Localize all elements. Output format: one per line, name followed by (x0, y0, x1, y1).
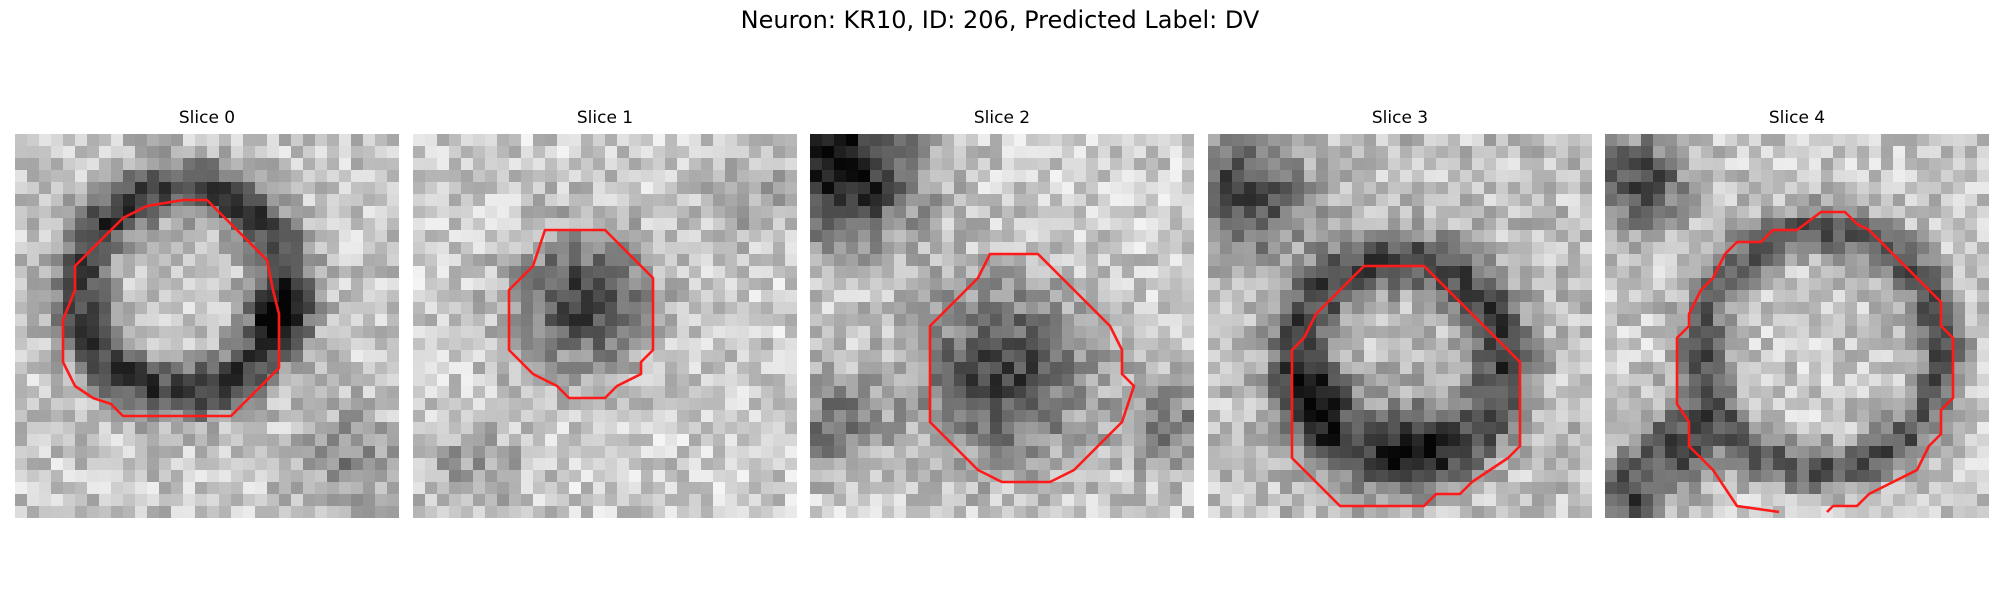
slice-image (413, 134, 797, 518)
slice-image (1605, 134, 1989, 518)
slice-image (15, 134, 399, 518)
slice-image (1208, 134, 1592, 518)
contour-outline (928, 252, 1136, 484)
pixel-grid (1605, 134, 1989, 518)
slice-title: Slice 2 (973, 108, 1031, 128)
pixel-grid (15, 134, 399, 518)
slice-title: Slice 4 (1768, 108, 1826, 128)
contour-outline (61, 198, 281, 418)
figure-title: Neuron: KR10, ID: 206, Predicted Label: … (740, 6, 1260, 34)
slice-title: Slice 1 (576, 108, 634, 128)
slice-image (810, 134, 1194, 518)
slice-title: Slice 0 (178, 108, 236, 128)
pixel-grid (1208, 134, 1592, 518)
slice-title: Slice 3 (1371, 108, 1429, 128)
contour-outline (1675, 210, 1955, 514)
contour-outline (1290, 264, 1522, 508)
pixel-grid (413, 134, 797, 518)
pixel-grid (810, 134, 1194, 518)
contour-outline (507, 228, 655, 400)
